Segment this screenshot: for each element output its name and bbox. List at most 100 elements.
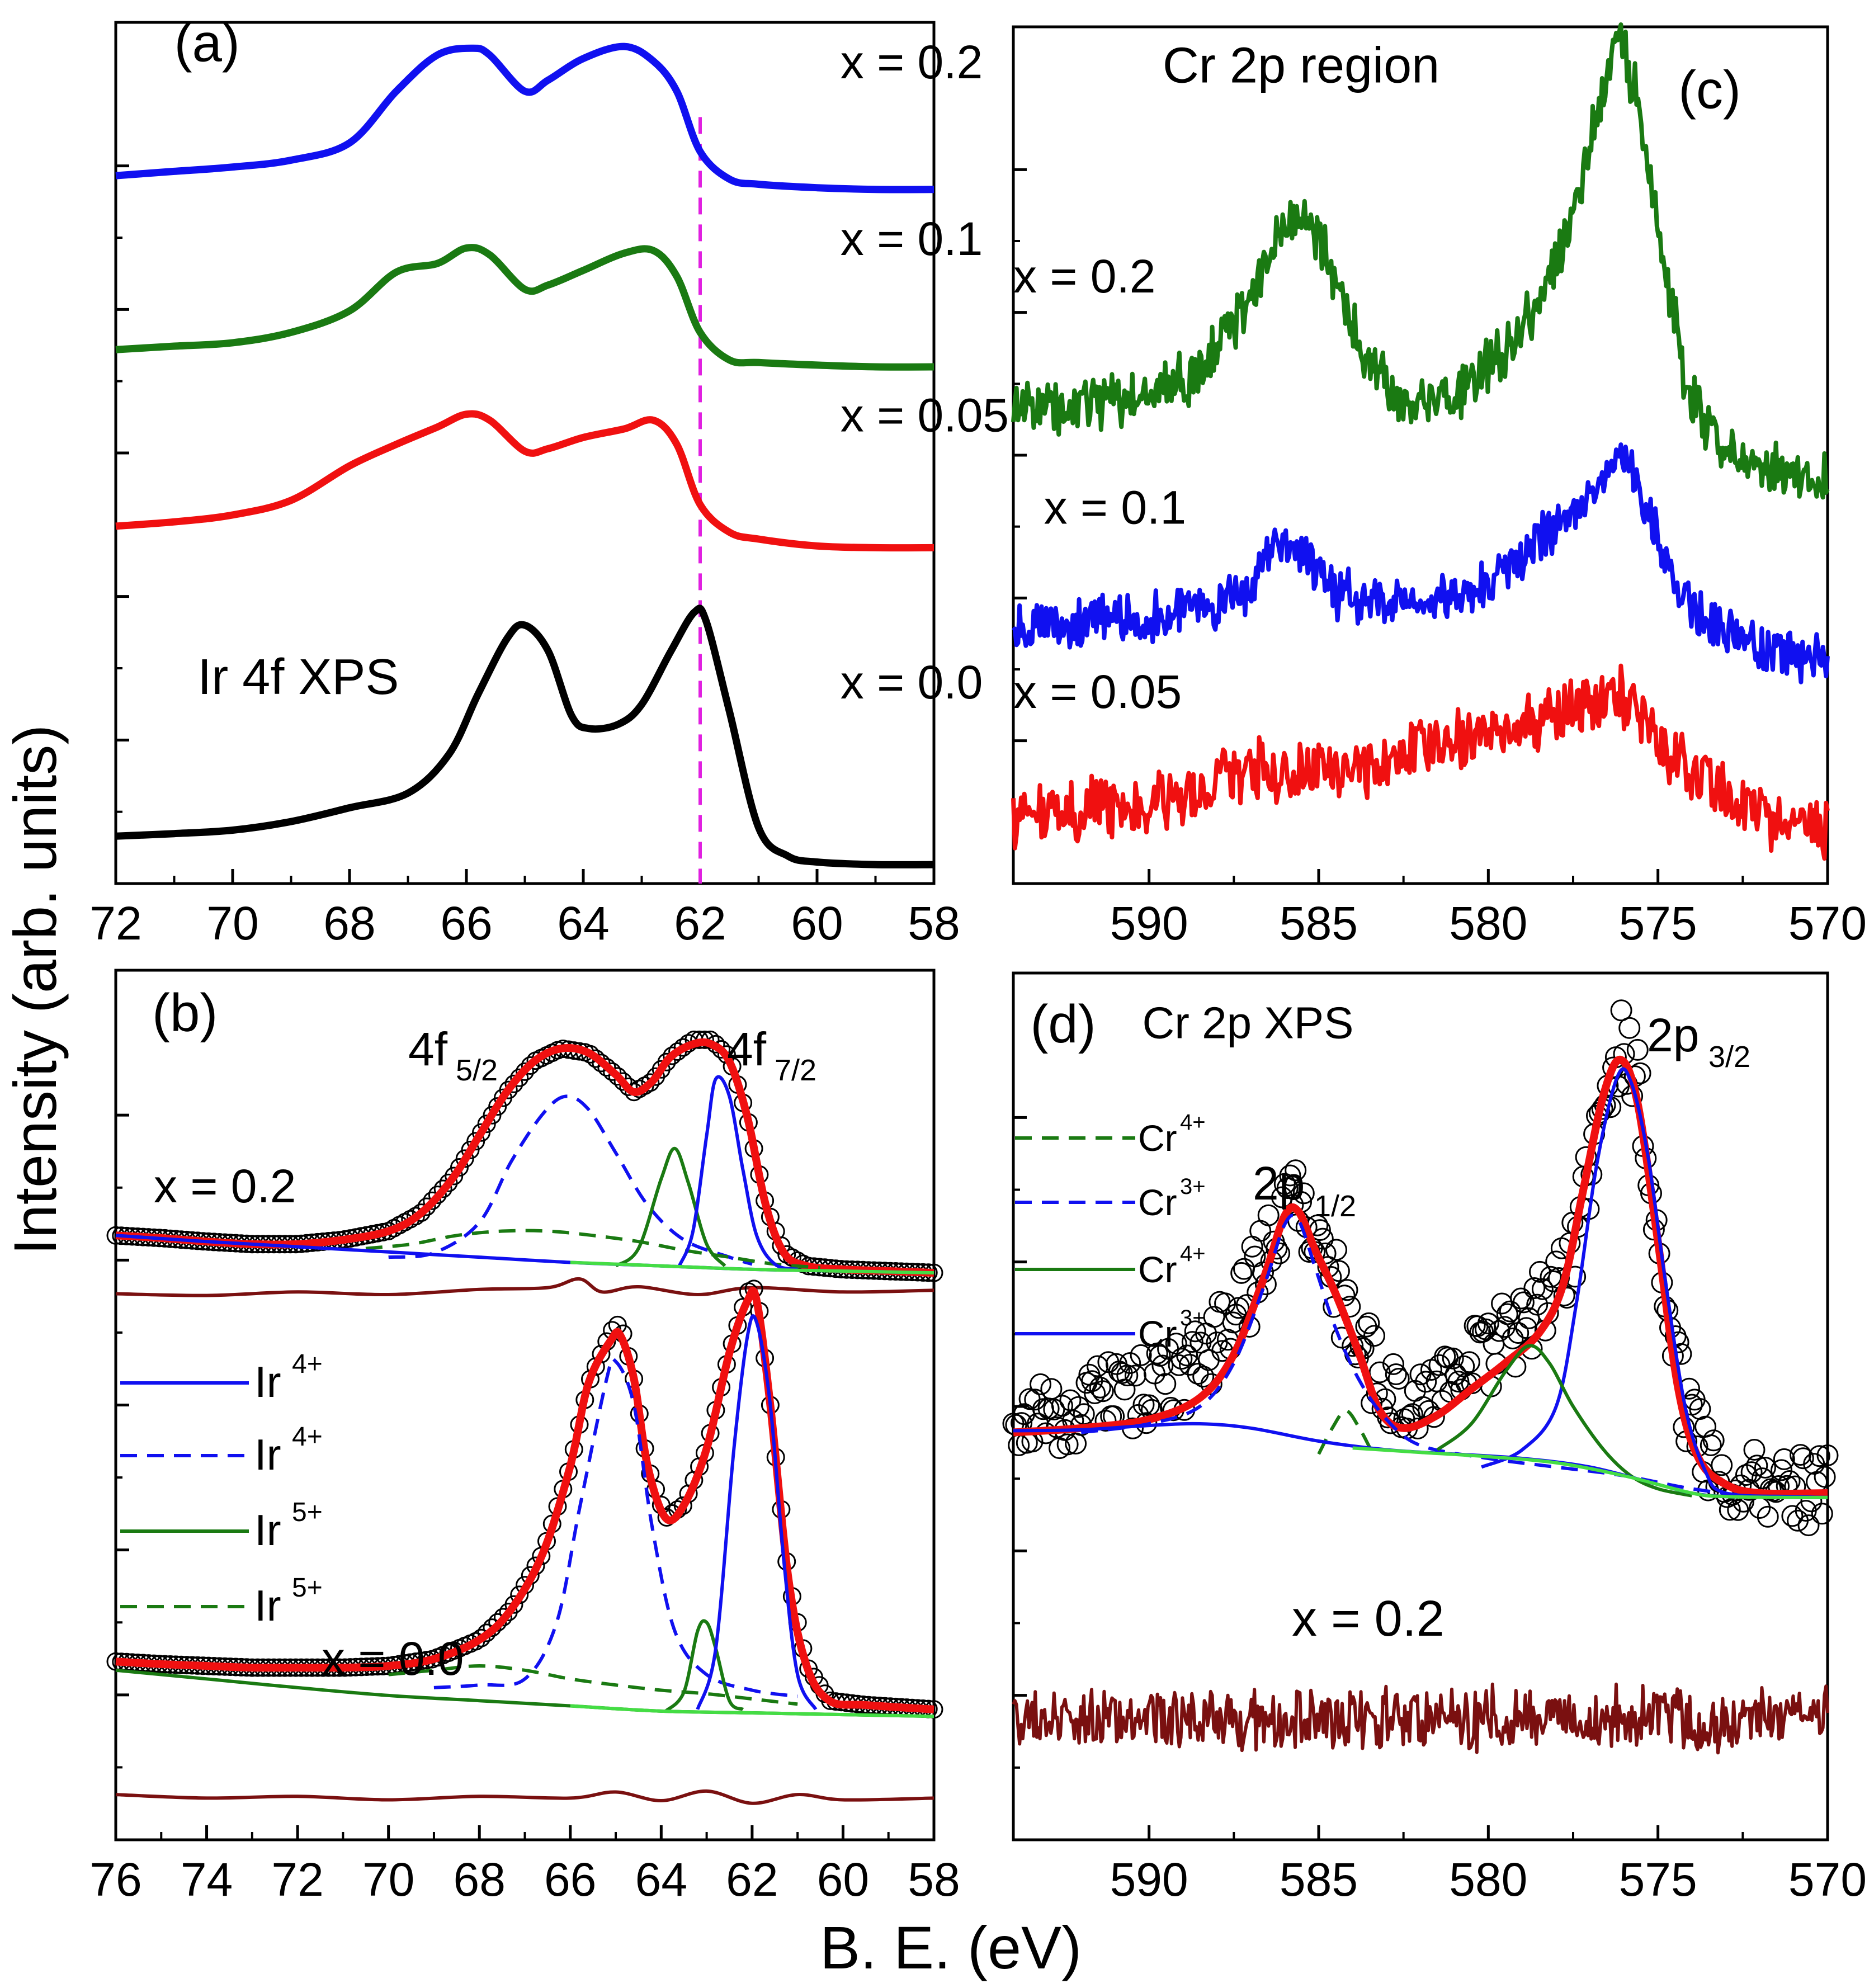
panel-d-curve-cr4-2p1-2 <box>1317 1409 1375 1455</box>
legend-b-label-1: Ir <box>254 1430 281 1479</box>
legend-b-sup-2: 5+ <box>292 1498 323 1527</box>
panel-a-series-2 <box>115 410 934 552</box>
panel-d-curve-data-pt-273 <box>1743 1439 1766 1461</box>
panel-b-curve-x-0-2-data-pt-59 <box>428 1186 447 1205</box>
panel-d-curve-data-pt-10 <box>1030 1373 1051 1395</box>
panel-b-curve-x-0-2-data-pt-55 <box>406 1207 425 1226</box>
panel-d-curve-data-pt-261 <box>1711 1454 1733 1476</box>
panel-c-series-label-0: x = 0.2 <box>1013 250 1156 303</box>
panel-d-curve-data-pt-224 <box>1610 999 1632 1022</box>
panel-b-curve-x-0-0-data-pt-71 <box>494 1608 512 1627</box>
panel-d-curve-data-pt-227 <box>1618 1017 1641 1039</box>
panel-c-annotation-1: (c) <box>1678 60 1741 120</box>
panel-d-curve-data-pt-198 <box>1540 1265 1562 1288</box>
label-4f52-sub: 5/2 <box>456 1054 498 1087</box>
panel-c-xtick-label-575: 575 <box>1619 897 1697 950</box>
panel-a-annotation-1: Ir 4f XPS <box>197 649 399 705</box>
legend-d-label-2: Cr <box>1138 1249 1177 1290</box>
panel-b-curve-x-0-2-data-pt-72 <box>499 1080 518 1099</box>
panel-a-xtick-label-64: 64 <box>557 897 609 950</box>
legend-d-sup-3: 3+ <box>1180 1306 1206 1330</box>
legend-d-sup-0: 4+ <box>1180 1110 1206 1135</box>
label-b-x00: x = 0.0 <box>322 1632 464 1685</box>
panel-c-series-1 <box>1011 442 1830 684</box>
panel-b-curve-x-0-2-data-pt-75 <box>516 1062 534 1081</box>
panel-b-annotation-0: (b) <box>152 983 218 1043</box>
panel-a-series-1 <box>115 244 934 371</box>
panel-d-curve-background2 <box>1352 1446 1828 1499</box>
panel-b-xtick-label-60: 60 <box>817 1853 869 1906</box>
panel-d-curve-data-pt-41 <box>1113 1378 1136 1401</box>
panel-b-curve-x-0-2-data-pt-90 <box>597 1058 616 1077</box>
panel-d-curve-data-pt-68 <box>1187 1363 1209 1385</box>
panel-d-xtick-label-575: 575 <box>1619 1853 1697 1906</box>
panel-b-curve-x-0-2-data-pt-92 <box>608 1067 627 1086</box>
panel-d-xtick-label-570: 570 <box>1788 1853 1867 1906</box>
panel-a-series-label-1: x = 0.1 <box>841 213 983 265</box>
panel-d: 590 585 580 575 570 (d) Cr 2p XPS <box>1002 971 1867 1906</box>
panel-b-curve-x-0-0-ir5-5-2 <box>388 1664 798 1706</box>
panel-c-xtick-label-580: 580 <box>1449 897 1527 950</box>
label-4f72-main: 4f <box>727 1023 767 1075</box>
panel-a-xtick-label-66: 66 <box>440 897 492 950</box>
panel-b-xtick-label-66: 66 <box>544 1853 596 1906</box>
panel-b-xtick-label-68: 68 <box>454 1853 506 1906</box>
panel-d-curve-data-pt-299 <box>1814 1466 1836 1488</box>
legend-b-label-3: Ir <box>254 1581 281 1630</box>
panel-d-curve-data-pt-66 <box>1181 1331 1203 1353</box>
panel-a-series-label-3: x = 0.0 <box>841 656 983 709</box>
panel-b-curve-x-0-2-data-pt-60 <box>433 1179 452 1198</box>
panel-b-curve-x-0-2-data-pt-58 <box>423 1191 442 1210</box>
panel-d-curve-data-pt-102 <box>1279 1164 1301 1187</box>
panel-d-curve-residual <box>1012 1682 1829 1755</box>
panel-b-curve-x-0-2-data-pt-56 <box>412 1203 431 1222</box>
legend-d-label-0: Cr <box>1138 1117 1177 1159</box>
panel-c-xtick-label-585: 585 <box>1280 897 1358 950</box>
panel-d-xtick-label-585: 585 <box>1280 1853 1358 1906</box>
panel-d-curve-data-pt-175 <box>1477 1312 1499 1335</box>
legend-b-label-2: Ir <box>254 1505 281 1555</box>
panel-d-curve-data-pt-33 <box>1092 1380 1114 1403</box>
panel-d-curve-data-pt-24 <box>1068 1396 1089 1418</box>
panel-d-curve-data-pt-31 <box>1087 1355 1108 1377</box>
panel-d-curve-data-pt-30 <box>1084 1382 1106 1404</box>
panel-b-curve-x-0-2-data-pt-73 <box>504 1074 523 1093</box>
panel-d-curve-data-pt-272 <box>1740 1461 1763 1484</box>
panel-d-curve-cr3-2p1-2 <box>1080 1213 1760 1499</box>
panel-b: 76 74 72 70 68 66 64 62 60 58 (b) <box>89 969 960 1906</box>
panel-d-curve-data-pt-293 <box>1797 1514 1820 1537</box>
panel-d-xtick-label-580: 580 <box>1449 1853 1527 1906</box>
panel-d-curve-data-pt-274 <box>1746 1455 1768 1477</box>
panel-a-xtick-label-58: 58 <box>908 897 960 950</box>
panel-d-curve-data-pt-152 <box>1415 1371 1437 1393</box>
panel-d-curve-data-pt-257 <box>1700 1434 1722 1456</box>
panel-b-curve-x-0-2-data-pt-74 <box>510 1068 529 1087</box>
panel-d-curve-data-pt-278 <box>1757 1505 1779 1528</box>
panel-d-curve-data-pt-62 <box>1170 1348 1193 1370</box>
panel-b-xtick-label-74: 74 <box>181 1853 233 1906</box>
panel-c: 590 585 580 575 570 x = 0.2 x = 0.1 x = 0.05 Cr … <box>1011 22 1867 950</box>
panel-d-curve-data-pt-107 <box>1292 1182 1315 1205</box>
panel-d-curve-data-pt-297 <box>1808 1445 1830 1467</box>
panel-b-curve-x-0-2-data-pt-57 <box>417 1197 436 1216</box>
panel-b-curve-x-0-2-ir4-7-2 <box>678 1075 798 1271</box>
panel-b-xtick-label-58: 58 <box>908 1853 960 1906</box>
panel-d-curve-data-pt-277 <box>1754 1457 1776 1479</box>
panel-d-curve-cr3-2p3-2 <box>1481 1067 1828 1499</box>
panel-d-curve-data-pt-283 <box>1771 1459 1792 1481</box>
panel-b-curve-x-0-2-fit <box>115 1038 934 1277</box>
legend-d-label-3: Cr <box>1138 1313 1177 1354</box>
legend-d-sup-2: 4+ <box>1180 1241 1206 1266</box>
panel-b-curve-x-0-2-bg2 <box>570 1260 934 1275</box>
panel-d-curve-data-pt-84 <box>1230 1262 1253 1284</box>
panel-b-curve-x-0-0-ir4-5-2 <box>433 1357 798 1698</box>
panel-b-curve-x-0-0-data-pt-67 <box>472 1628 490 1647</box>
panel-a-xtick-label-70: 70 <box>206 897 258 950</box>
panel-d-xtick-label-590: 590 <box>1110 1853 1188 1906</box>
panel-d-curve-data-pt-56 <box>1154 1373 1177 1395</box>
panel-d-curve-data-pt-156 <box>1425 1370 1448 1392</box>
panel-b-curve-x-0-2-ir4-5-2 <box>388 1094 753 1266</box>
panel-d-curve-data-pt-133 <box>1363 1325 1385 1347</box>
